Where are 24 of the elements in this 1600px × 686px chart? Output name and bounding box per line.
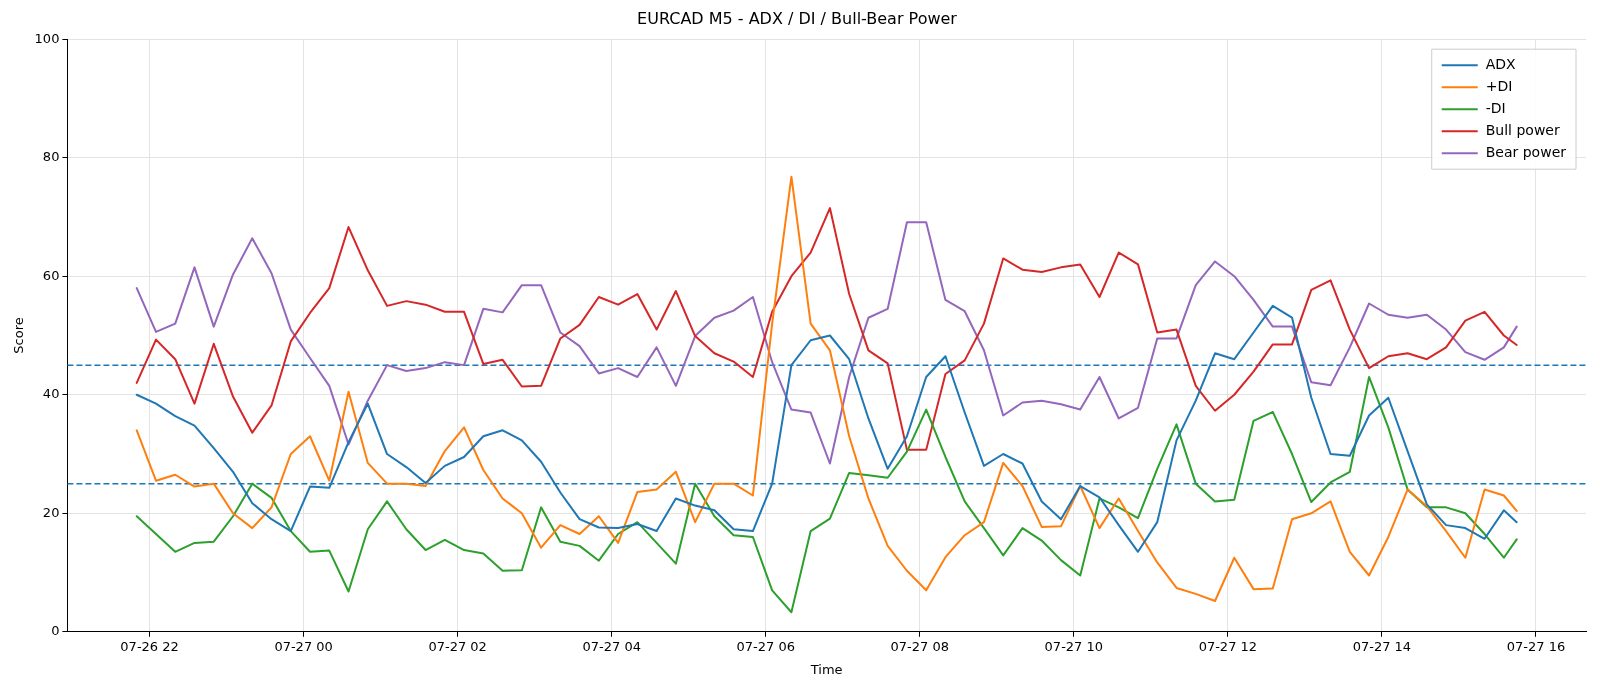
legend-label: -DI <box>1485 99 1506 116</box>
x-tick-label: 07-27 00 <box>274 638 333 654</box>
x-tick-label: 07-26 22 <box>120 638 179 654</box>
y-tick-label: 40 <box>42 386 60 402</box>
x-tick-label: 07-27 04 <box>582 638 641 654</box>
x-tick-label: 07-27 08 <box>890 638 949 654</box>
chart-title: EURCAD M5 - ADX / DI / Bull-Bear Power <box>637 8 958 28</box>
y-tick-label: 80 <box>42 149 60 165</box>
y-tick-label: 0 <box>51 623 60 639</box>
legend-label: ADX <box>1485 55 1517 72</box>
x-tick-label: 07-27 10 <box>1044 638 1104 654</box>
y-tick-label: 60 <box>42 267 60 283</box>
x-tick-label: 07-27 12 <box>1198 638 1258 654</box>
x-tick-label: 07-27 02 <box>428 638 487 654</box>
y-tick-label: 100 <box>34 30 60 46</box>
x-tick-label: 07-27 16 <box>1506 638 1566 654</box>
y-tick-label: 20 <box>42 504 60 520</box>
x-tick-label: 07-27 06 <box>736 638 795 654</box>
x-tick-label: 07-27 14 <box>1352 638 1412 654</box>
legend-label: +DI <box>1485 77 1513 94</box>
legend-label: Bull power <box>1485 121 1560 138</box>
x-axis-title: Time <box>809 661 843 677</box>
y-axis-title: Score <box>11 317 27 354</box>
legend-label: Bear power <box>1485 143 1567 160</box>
